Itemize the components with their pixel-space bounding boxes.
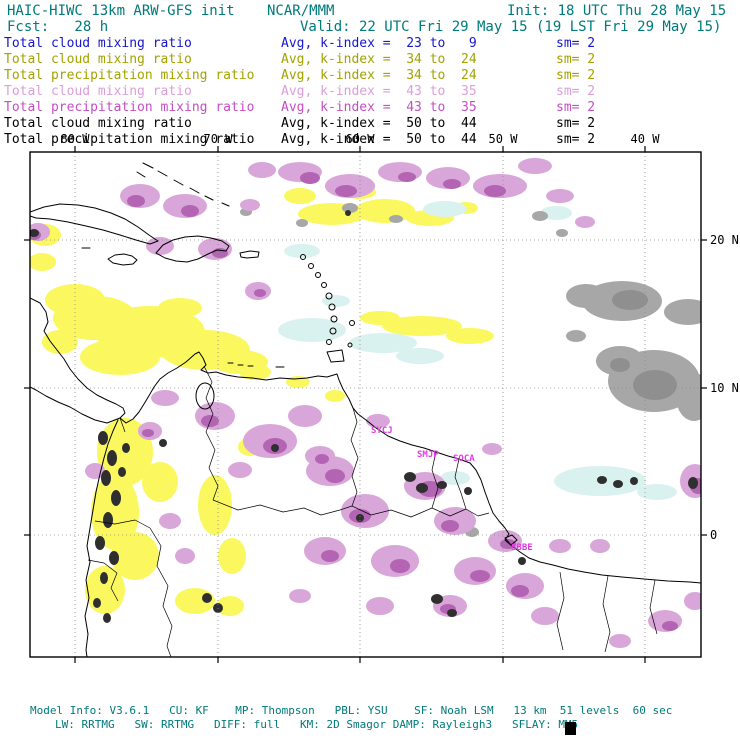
legend-row: Total cloud mixing ratio Avg, k-index = … bbox=[0, 84, 740, 100]
legend-detail: Avg, k-index = 43 to 35 bbox=[281, 100, 477, 115]
legend-sm: sm= 2 bbox=[556, 84, 596, 99]
lat-label: 20 N bbox=[710, 233, 739, 247]
legend-sm: sm= 2 bbox=[556, 116, 596, 131]
coastlines bbox=[30, 162, 701, 657]
cloud-layer-gray bbox=[240, 203, 701, 567]
legend-row: Total cloud mixing ratio Avg, k-index = … bbox=[0, 36, 740, 52]
station-label-soca: SOCA bbox=[453, 454, 475, 464]
legend-sm: sm= 2 bbox=[556, 100, 596, 115]
map-frame bbox=[29, 151, 702, 658]
lon-label: 60 W bbox=[346, 132, 376, 146]
legend-row: Total cloud mixing ratio Avg, k-index = … bbox=[0, 116, 740, 132]
legend-label: Total precipitation mixing ratio bbox=[4, 68, 255, 83]
lon-label: 70 W bbox=[204, 132, 234, 146]
legend-row: Total cloud mixing ratio Avg, k-index = … bbox=[0, 52, 740, 68]
logo-mark bbox=[565, 722, 576, 735]
model-info-line2: LW: RRTMG SW: RRTMG DIFF: full KM: 2D Sm… bbox=[55, 718, 579, 731]
station-label-smjp: SMJP bbox=[417, 450, 439, 460]
lat-label: 0 bbox=[710, 528, 717, 542]
center-title: NCAR/MMM bbox=[267, 3, 335, 19]
lon-label: 50 W bbox=[489, 132, 519, 146]
legend-label: Total cloud mixing ratio bbox=[4, 36, 192, 51]
forecast-hour: Fcst: 28 h bbox=[7, 19, 109, 35]
legend-sm: sm= 2 bbox=[556, 36, 596, 51]
cloud-layer-cyan bbox=[278, 201, 677, 500]
legend-sm: sm= 2 bbox=[556, 132, 596, 147]
lon-label: 40 W bbox=[631, 132, 661, 146]
legend-label: Total cloud mixing ratio bbox=[4, 84, 192, 99]
high-intensity-spots bbox=[30, 210, 698, 623]
station-label-sbbe: SBBE bbox=[511, 543, 533, 553]
init-time: Init: 18 UTC Thu 28 May 15 bbox=[507, 3, 727, 19]
lon-label: 80 W bbox=[61, 132, 91, 146]
country-borders bbox=[87, 365, 658, 657]
legend-sm: sm= 2 bbox=[556, 68, 596, 83]
legend-detail: Avg, k-index = 23 to 9 bbox=[281, 36, 477, 51]
legend-row: Total precipitation mixing ratio Avg, k-… bbox=[0, 100, 740, 116]
legend-label: Total cloud mixing ratio bbox=[4, 52, 192, 67]
lat-label: 10 N bbox=[710, 381, 739, 395]
legend-label: Total precipitation mixing ratio bbox=[4, 132, 255, 147]
latlon-grid bbox=[30, 152, 701, 657]
valid-time: Valid: 22 UTC Fri 29 May 15 (19 LST Fri … bbox=[300, 19, 722, 35]
legend-label: Total cloud mixing ratio bbox=[4, 116, 192, 131]
lon-labels: 80 W 70 W 60 W 50 W 40 W bbox=[61, 132, 661, 146]
legend-detail: Avg, k-index = 43 to 35 bbox=[281, 84, 477, 99]
legend-detail: Avg, k-index = 34 to 24 bbox=[281, 68, 477, 83]
legend-label: Total precipitation mixing ratio bbox=[4, 100, 255, 115]
station-label-sycj: SYCJ bbox=[371, 426, 393, 436]
legend-detail: Avg, k-index = 50 to 44 bbox=[281, 132, 477, 147]
legend-detail: Avg, k-index = 50 to 44 bbox=[281, 116, 477, 131]
legend-detail: Avg, k-index = 34 to 24 bbox=[281, 52, 477, 67]
model-info-line1: Model Info: V3.6.1 CU: KF MP: Thompson P… bbox=[30, 704, 673, 717]
map-ticks bbox=[24, 146, 707, 663]
legend-sm: sm= 2 bbox=[556, 52, 596, 67]
lat-labels: 20 N 10 N 0 bbox=[710, 233, 739, 542]
station-labels: SYCJ SMJP SOCA SBBE bbox=[371, 426, 533, 553]
legend-row: Total precipitation mixing ratio Avg, k-… bbox=[0, 132, 740, 148]
legend-row: Total precipitation mixing ratio Avg, k-… bbox=[0, 68, 740, 84]
model-title: HAIC-HIWC 13km ARW-GFS init bbox=[7, 3, 235, 19]
